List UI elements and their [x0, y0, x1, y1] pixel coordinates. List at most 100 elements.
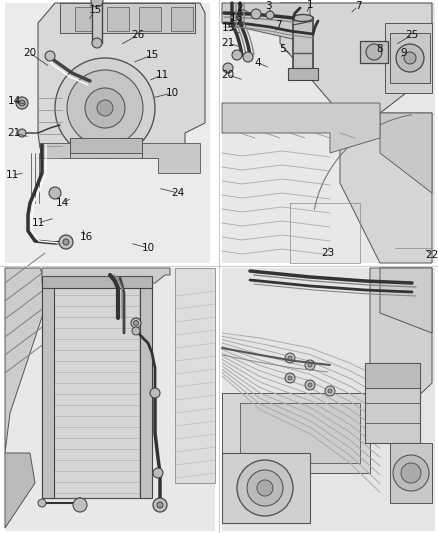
Circle shape: [308, 363, 312, 367]
Polygon shape: [293, 17, 313, 25]
Bar: [140, 283, 152, 498]
Polygon shape: [222, 3, 310, 43]
Circle shape: [85, 88, 125, 128]
Text: 11: 11: [5, 170, 19, 180]
Bar: [75, 7, 97, 31]
Text: 26: 26: [131, 30, 145, 40]
Polygon shape: [38, 3, 205, 158]
Bar: [171, 7, 193, 31]
Circle shape: [266, 11, 274, 19]
Text: 14: 14: [7, 96, 21, 106]
Text: 8: 8: [377, 44, 383, 54]
Bar: [42, 283, 54, 498]
Polygon shape: [385, 23, 432, 93]
Bar: [50, 283, 140, 498]
Text: 21: 21: [221, 38, 235, 48]
Polygon shape: [5, 453, 35, 528]
Polygon shape: [222, 453, 310, 523]
Circle shape: [150, 388, 160, 398]
Text: 20: 20: [24, 48, 36, 58]
Polygon shape: [42, 268, 170, 283]
Polygon shape: [340, 113, 432, 263]
Circle shape: [396, 44, 424, 72]
Circle shape: [18, 129, 26, 137]
Polygon shape: [175, 268, 215, 483]
Text: 3: 3: [265, 1, 271, 11]
Text: 2: 2: [237, 3, 244, 13]
Bar: [365, 363, 420, 443]
Circle shape: [285, 353, 295, 363]
Bar: [360, 41, 388, 63]
Circle shape: [92, 38, 102, 48]
Text: 15: 15: [221, 23, 235, 33]
Text: 14: 14: [55, 198, 69, 208]
Circle shape: [97, 100, 113, 116]
Circle shape: [55, 58, 155, 158]
Circle shape: [251, 9, 261, 19]
Bar: [288, 68, 318, 80]
Text: 25: 25: [406, 30, 419, 40]
Circle shape: [19, 100, 25, 106]
Bar: [107, 7, 129, 31]
Text: 10: 10: [141, 243, 155, 253]
Circle shape: [401, 463, 421, 483]
Circle shape: [404, 52, 416, 64]
Circle shape: [237, 460, 293, 516]
Polygon shape: [5, 268, 50, 453]
Text: 5: 5: [279, 44, 285, 54]
Polygon shape: [5, 268, 215, 531]
Polygon shape: [70, 138, 142, 153]
Text: 15: 15: [145, 50, 159, 60]
Bar: [92, 1, 102, 43]
Text: 16: 16: [79, 232, 92, 242]
Circle shape: [63, 239, 69, 245]
Polygon shape: [380, 268, 432, 333]
Polygon shape: [222, 103, 380, 153]
Polygon shape: [365, 363, 420, 388]
Circle shape: [305, 380, 315, 390]
Text: 20: 20: [222, 70, 235, 80]
Bar: [139, 7, 161, 31]
Polygon shape: [280, 3, 432, 113]
Ellipse shape: [293, 14, 313, 21]
Circle shape: [308, 383, 312, 387]
Circle shape: [73, 498, 87, 512]
Circle shape: [223, 63, 233, 73]
Text: 7: 7: [275, 20, 281, 30]
Polygon shape: [240, 403, 360, 463]
Polygon shape: [390, 33, 430, 83]
Circle shape: [131, 318, 141, 328]
Circle shape: [132, 327, 140, 335]
Circle shape: [45, 51, 55, 61]
Text: 11: 11: [32, 218, 45, 228]
Circle shape: [49, 187, 61, 199]
Polygon shape: [390, 443, 432, 503]
Circle shape: [91, 0, 103, 7]
Text: 7: 7: [355, 1, 361, 11]
Text: 23: 23: [321, 248, 335, 258]
Bar: [293, 18, 313, 73]
Polygon shape: [222, 268, 435, 531]
Text: 9: 9: [401, 48, 407, 58]
Circle shape: [38, 499, 46, 507]
Circle shape: [157, 502, 163, 508]
Circle shape: [153, 468, 163, 478]
Polygon shape: [60, 3, 195, 33]
Polygon shape: [380, 113, 432, 193]
Circle shape: [134, 320, 138, 326]
Polygon shape: [5, 3, 210, 263]
Circle shape: [67, 70, 143, 146]
Circle shape: [328, 389, 332, 393]
Polygon shape: [40, 143, 200, 173]
Circle shape: [288, 376, 292, 380]
Circle shape: [366, 44, 382, 60]
Circle shape: [153, 498, 167, 512]
Circle shape: [257, 480, 273, 496]
Circle shape: [16, 97, 28, 109]
Text: 16: 16: [230, 13, 243, 23]
Circle shape: [285, 373, 295, 383]
Circle shape: [243, 52, 253, 62]
Text: 21: 21: [7, 128, 21, 138]
Circle shape: [232, 50, 242, 60]
Ellipse shape: [293, 69, 313, 76]
